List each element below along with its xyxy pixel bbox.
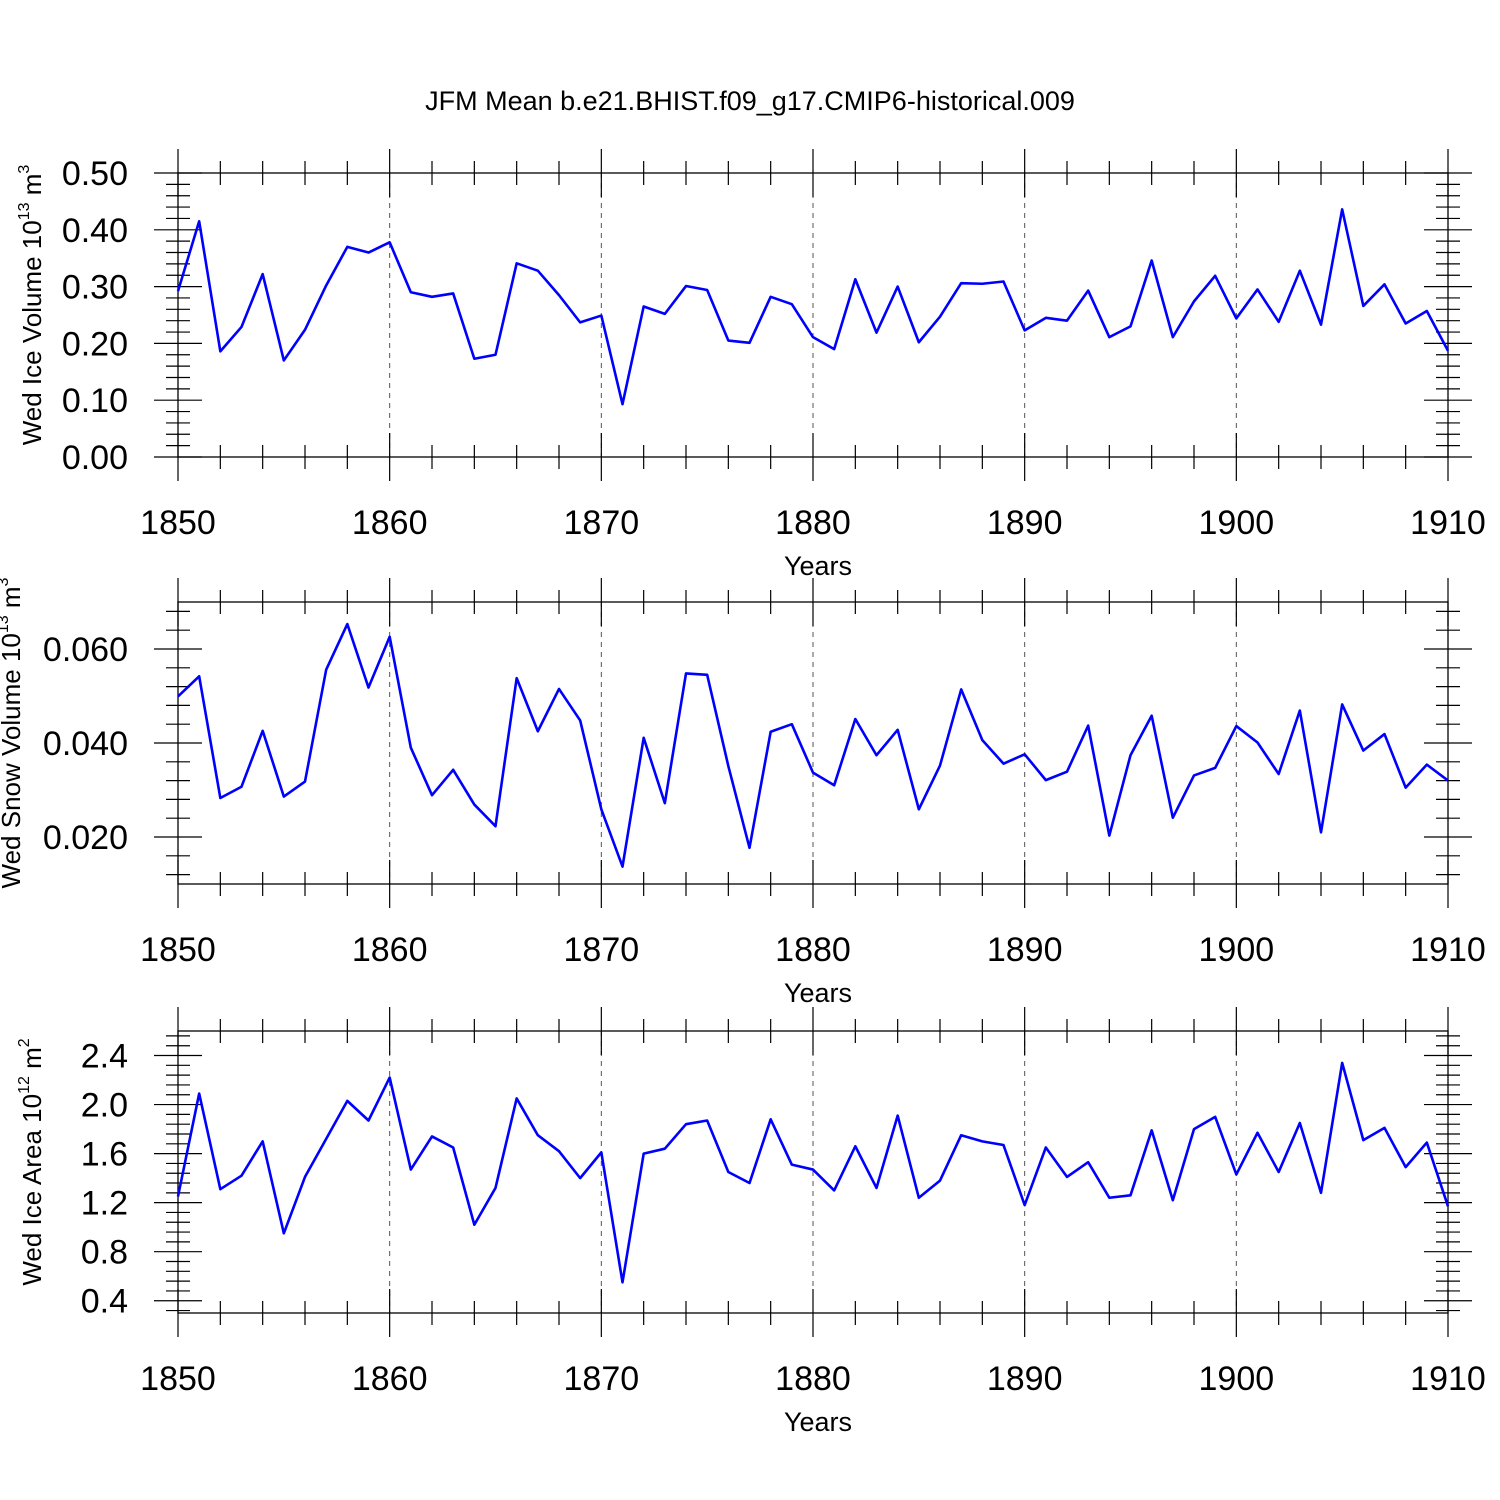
y-tick-label: 0.10 — [62, 382, 128, 420]
x-tick-label: 1900 — [1199, 1360, 1275, 1398]
x-axis-label: Years — [784, 978, 852, 1008]
y-tick-label: 2.0 — [81, 1087, 128, 1125]
x-tick-label: 1880 — [775, 931, 851, 969]
x-tick-label: 1910 — [1410, 504, 1486, 542]
y-tick-label: 0.00 — [62, 439, 128, 477]
y-tick-label: 0.40 — [62, 212, 128, 250]
x-axis-label: Years — [784, 1407, 852, 1437]
x-tick-label: 1870 — [564, 1360, 640, 1398]
y-tick-label: 1.6 — [81, 1136, 128, 1174]
x-tick-label: 1870 — [564, 504, 640, 542]
x-tick-label: 1900 — [1199, 931, 1275, 969]
y-tick-label: 2.4 — [81, 1038, 128, 1076]
x-tick-label: 1880 — [775, 504, 851, 542]
x-tick-label: 1850 — [140, 504, 216, 542]
chart-panel-1: 0.00 0.10 0.20 0.30 0.40 0.50 1850 1860 1870 1880… — [16, 149, 1486, 581]
x-tick-label: 1910 — [1410, 931, 1486, 969]
y-axis-label: Wed Snow Volume 1013 m3 — [0, 577, 26, 888]
figure-title: JFM Mean b.e21.BHIST.f09_g17.CMIP6-histo… — [425, 86, 1075, 116]
x-tick-label: 1850 — [140, 1360, 216, 1398]
y-tick-label: 0.040 — [43, 725, 128, 763]
x-tick-label: 1880 — [775, 1360, 851, 1398]
y-tick-label: 0.060 — [43, 631, 128, 669]
x-tick-label: 1910 — [1410, 1360, 1486, 1398]
x-tick-label: 1850 — [140, 931, 216, 969]
y-tick-label: 0.020 — [43, 819, 128, 857]
chart-panel-3: 0.4 0.8 1.2 1.6 2.0 2.4 1850 1860 1870 1880 1890 19… — [16, 1007, 1486, 1437]
y-tick-label: 1.2 — [81, 1185, 128, 1223]
y-tick-label: 0.30 — [62, 269, 128, 307]
y-axis-label: Wed Ice Area 1012 m2 — [16, 1038, 47, 1285]
x-tick-label: 1860 — [352, 504, 428, 542]
x-tick-label: 1890 — [987, 504, 1063, 542]
x-tick-label: 1870 — [564, 931, 640, 969]
series-line — [176, 208, 1450, 406]
y-tick-label: 0.20 — [62, 325, 128, 363]
y-tick-label: 0.4 — [81, 1283, 128, 1321]
series-line — [177, 622, 1449, 868]
y-tick-label: 0.8 — [81, 1234, 128, 1272]
x-tick-label: 1860 — [352, 931, 428, 969]
chart-panel-2: 0.020 0.040 0.060 1850 1860 1870 1880 1890 1900 1… — [0, 577, 1486, 1008]
x-axis-label: Years — [784, 551, 852, 581]
x-tick-label: 1890 — [987, 931, 1063, 969]
x-tick-label: 1900 — [1199, 504, 1275, 542]
y-axis-label: Wed Ice Volume 1013 m3 — [16, 165, 47, 446]
y-tick-label: 0.50 — [62, 155, 128, 193]
x-tick-label: 1890 — [987, 1360, 1063, 1398]
series-line — [176, 1061, 1450, 1284]
x-tick-label: 1860 — [352, 1360, 428, 1398]
